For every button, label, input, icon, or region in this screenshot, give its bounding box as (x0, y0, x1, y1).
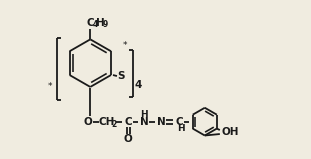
Text: *: * (123, 41, 127, 50)
Text: 2: 2 (112, 120, 117, 129)
Text: 9: 9 (103, 20, 108, 29)
Text: H: H (96, 17, 104, 28)
Text: S: S (117, 71, 125, 81)
Text: C: C (124, 117, 132, 127)
Text: C: C (175, 117, 183, 127)
Text: OH: OH (221, 127, 239, 137)
Text: H: H (140, 110, 148, 119)
Text: O: O (124, 135, 132, 145)
Text: C: C (86, 17, 94, 28)
Text: N: N (157, 117, 165, 127)
Text: N: N (140, 117, 148, 127)
Text: 4: 4 (134, 80, 142, 90)
Text: H: H (177, 124, 185, 133)
Text: *: * (48, 82, 53, 91)
Text: O: O (84, 117, 93, 127)
Text: CH: CH (98, 117, 114, 127)
Text: 4: 4 (93, 20, 98, 29)
